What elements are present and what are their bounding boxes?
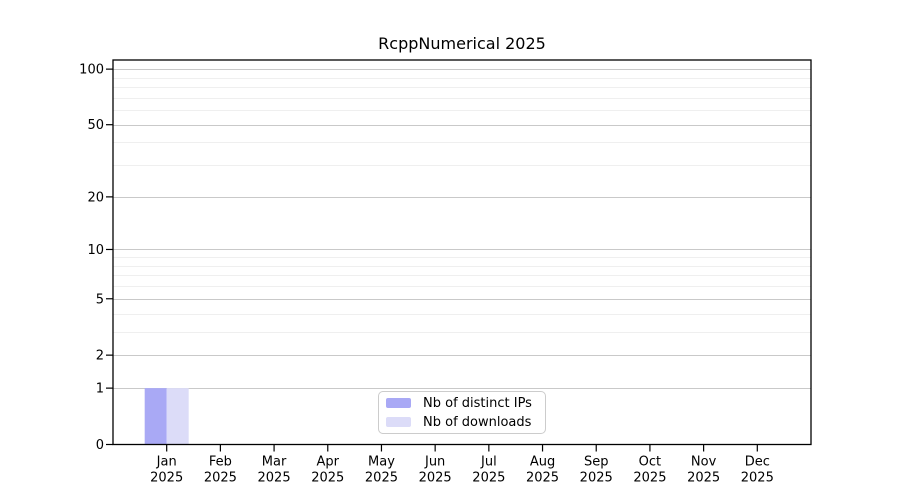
x-tick-label-year: 2025 — [365, 471, 398, 486]
legend-item-distinct-ips: Nb of distinct IPs — [386, 396, 545, 411]
y-tick-label: 10 — [87, 243, 104, 258]
x-tick-label-year: 2025 — [150, 471, 183, 486]
legend-swatch-distinct-ips — [386, 398, 411, 408]
x-tick-label-month: Dec — [745, 455, 770, 470]
y-tick-label: 2 — [96, 349, 104, 364]
x-tick-label-year: 2025 — [258, 471, 291, 486]
bar-nb-of-downloads — [166, 388, 189, 445]
x-tick-label-year: 2025 — [204, 471, 237, 486]
legend-label-downloads: Nb of downloads — [423, 414, 532, 430]
x-tick-label-month: Jan — [156, 455, 177, 470]
chart-title: RcppNumerical 2025 — [378, 34, 546, 53]
x-tick-label-year: 2025 — [311, 471, 344, 486]
y-tick-label: 20 — [87, 190, 104, 205]
x-tick-label-year: 2025 — [526, 471, 559, 486]
x-tick-label-month: Sep — [584, 455, 609, 470]
y-tick-label: 1 — [96, 382, 104, 397]
x-tick-label-month: Feb — [209, 455, 232, 470]
x-tick-label-month: Jul — [480, 455, 497, 470]
x-tick-label-year: 2025 — [419, 471, 452, 486]
x-tick-label-year: 2025 — [687, 471, 720, 486]
x-tick-label-month: Oct — [639, 455, 661, 470]
bar-nb-of-distinct-ips — [144, 388, 167, 445]
y-tick-label: 0 — [96, 438, 104, 453]
y-tick-label: 50 — [87, 118, 104, 133]
y-tick-label: 5 — [96, 292, 104, 307]
legend-item-downloads: Nb of downloads — [386, 415, 545, 430]
x-tick-label-month: May — [368, 455, 395, 470]
x-tick-label-month: Nov — [691, 455, 717, 470]
x-tick-label-year: 2025 — [472, 471, 505, 486]
legend-swatch-downloads — [386, 417, 411, 427]
legend-label-distinct-ips: Nb of distinct IPs — [423, 395, 532, 411]
x-tick-label-year: 2025 — [741, 471, 774, 486]
y-tick-label: 100 — [79, 63, 104, 78]
legend: Nb of distinct IPs Nb of downloads — [378, 391, 546, 434]
plot-frame — [112, 59, 812, 446]
x-tick-label-month: Jun — [424, 455, 445, 470]
x-tick-label-month: Apr — [317, 455, 340, 470]
x-tick-label-year: 2025 — [633, 471, 666, 486]
x-tick-label-year: 2025 — [580, 471, 613, 486]
x-tick-label-month: Aug — [530, 455, 555, 470]
x-tick-label-month: Mar — [262, 455, 287, 470]
